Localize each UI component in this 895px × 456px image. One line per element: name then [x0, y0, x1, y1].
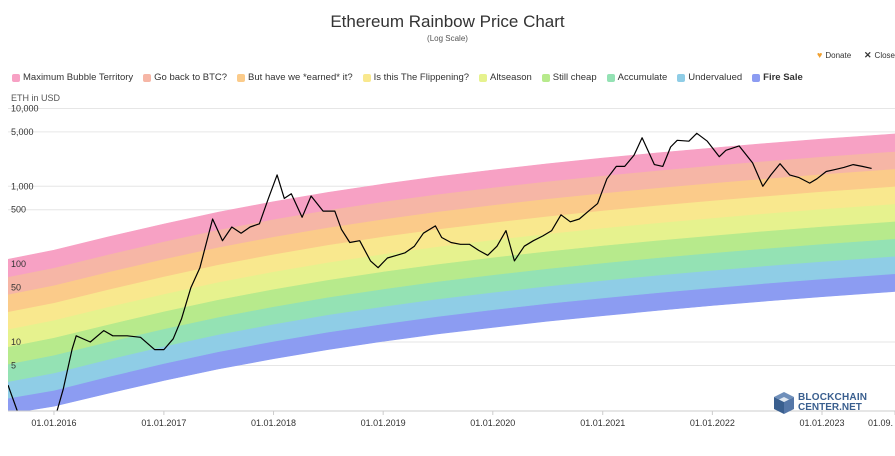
legend-item[interactable]: Undervalued [677, 72, 742, 83]
x-tick-label: 01.01.2021 [580, 418, 625, 428]
legend-item[interactable]: Still cheap [541, 72, 597, 83]
eth-price-line [8, 132, 872, 411]
legend-swatch [677, 73, 686, 82]
legend-label: Is this The Flippening? [373, 72, 470, 83]
legend-label: Still cheap [552, 72, 597, 83]
x-axis-ticks: 01.01.2016 01.01.2017 01.01.2018 01.01.2019… [31, 411, 895, 428]
logo-line-2: CENTER.NET [798, 402, 862, 413]
close-icon: ✕ [864, 50, 872, 60]
legend-label: Fire Sale [763, 72, 803, 83]
logo-wordmark: BLOCKCHAIN CENTER.NET [798, 393, 867, 413]
chart-title: Ethereum Rainbow Price Chart [330, 12, 565, 31]
y-tick-label: 5,000 [11, 127, 34, 137]
y-axis-ticks: 10,000 5,000 1,000 500 100 50 10 5 [11, 103, 39, 370]
legend-swatch [362, 73, 371, 82]
cube-logo-icon [774, 392, 794, 414]
legend-label: Altseason [490, 72, 532, 83]
x-tick-label: 01.01.2022 [690, 418, 735, 428]
legend-swatch [143, 73, 152, 82]
legend-swatch [12, 73, 20, 82]
y-tick-label: 500 [11, 205, 26, 215]
y-tick-label: 50 [11, 283, 21, 293]
legend-swatch [479, 73, 488, 82]
y-tick-label: 10 [11, 337, 21, 347]
y-tick-label: 1,000 [11, 181, 34, 191]
legend-swatch [541, 73, 550, 82]
legend-item[interactable]: Is this The Flippening? [362, 72, 470, 83]
price-series [8, 132, 872, 411]
legend-label: Maximum Bubble Territory [23, 72, 134, 83]
legend-swatch [237, 73, 246, 82]
legend-label: But have we *earned* it? [248, 72, 353, 83]
chart-subtitle: (Log Scale) [427, 34, 468, 43]
y-tick-label: 5 [11, 360, 16, 370]
donate-label: Donate [825, 50, 852, 60]
legend-label: Go back to BTC? [154, 72, 228, 83]
rainbow-band [8, 133, 895, 278]
blockchaincenter-logo: BLOCKCHAIN CENTER.NET [773, 391, 867, 415]
legend-label: Undervalued [688, 72, 743, 83]
legend-swatch [606, 73, 615, 82]
close-label: Close [874, 51, 895, 60]
legend-item[interactable]: Maximum Bubble Territory [12, 72, 133, 83]
legend-item[interactable]: Accumulate [606, 72, 668, 83]
legend-label: Accumulate [617, 72, 668, 83]
x-tick-label: 01.01.2016 [31, 418, 76, 428]
legend-item[interactable]: Fire Sale [752, 72, 803, 83]
x-tick-label: 01.01.2017 [141, 418, 186, 428]
y-tick-label: 100 [11, 259, 26, 269]
x-tick-label: 01.01.2020 [470, 418, 515, 428]
x-tick-label: 01.09. [868, 418, 893, 428]
legend-item[interactable]: But have we *earned* it? [237, 72, 353, 83]
rainbow-bands [8, 133, 895, 411]
y-tick-label: 10,000 [11, 103, 39, 113]
close-button[interactable]: ✕ Close [864, 50, 895, 61]
x-tick-label: 01.01.2019 [361, 418, 406, 428]
legend-swatch [752, 73, 761, 82]
heart-icon: ♥ [817, 50, 823, 60]
legend-item[interactable]: Go back to BTC? [143, 72, 227, 83]
y-axis-label: ETH in USD [11, 93, 61, 103]
x-tick-label: 01.01.2023 [799, 418, 844, 428]
logo-line-1: BLOCKCHAIN [798, 392, 868, 403]
chart-legend: Maximum Bubble Territory Go back to BTC? B… [12, 72, 803, 83]
legend-item[interactable]: Altseason [479, 72, 532, 83]
donate-button[interactable]: ♥ Donate [817, 50, 851, 60]
x-tick-label: 01.01.2018 [251, 418, 296, 428]
